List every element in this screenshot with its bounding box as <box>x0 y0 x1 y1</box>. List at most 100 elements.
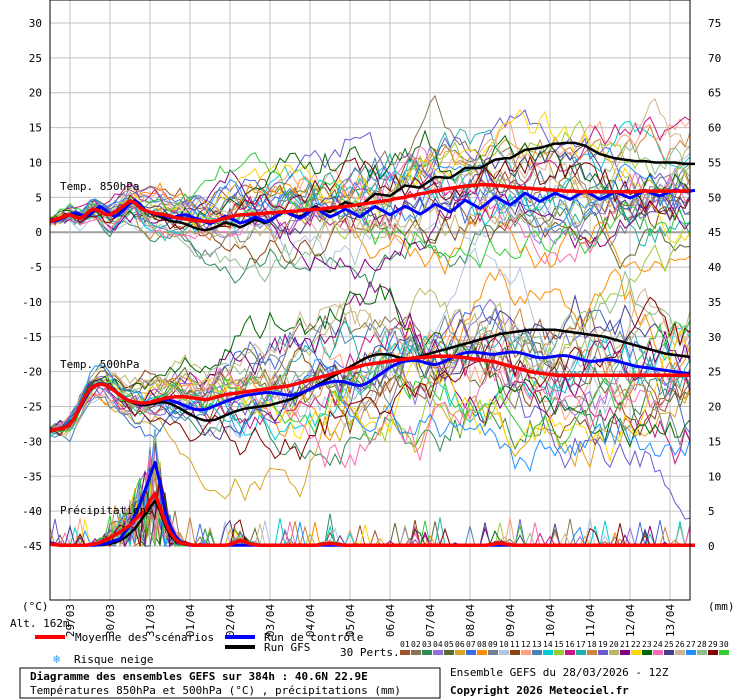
pert-legend-swatch <box>565 650 575 655</box>
left-tick-label: 10 <box>29 156 42 169</box>
pert-legend-id: 09 <box>488 640 498 649</box>
pert-t850-line <box>49 177 691 276</box>
left-axis-unit: (°C) <box>22 600 49 613</box>
pert-t500-line <box>49 287 691 434</box>
pert-legend-swatch <box>719 650 729 655</box>
pert-legend-id: 17 <box>576 640 586 649</box>
pert-t850-line <box>49 150 691 221</box>
x-tick-label: 04/04 <box>304 604 317 637</box>
perturbation-legend: 01 02 03 04 05 06 07 08 09 10 11 12 13 14 15 16 17 18 19 20… <box>400 640 729 655</box>
left-tick-label: -35 <box>22 470 42 483</box>
right-tick-label: 0 <box>708 540 715 553</box>
right-tick-label: 15 <box>708 435 721 448</box>
pert-legend-id: 20 <box>609 640 619 649</box>
pert-legend-swatch <box>631 650 641 655</box>
right-tick-label: 65 <box>708 87 721 100</box>
x-tick-label: 02/04 <box>224 604 237 637</box>
pert-legend-swatch <box>609 650 619 655</box>
pert-legend-id: 21 <box>620 640 630 649</box>
x-tick-label: 31/03 <box>144 604 157 637</box>
pert-legend-id: 04 <box>433 640 443 649</box>
pert-legend-swatch <box>466 650 476 655</box>
pert-legend-swatch <box>576 650 586 655</box>
pert-legend-id: 29 <box>708 640 718 649</box>
pert-legend-id: 10 <box>499 640 509 649</box>
right-tick-label: 20 <box>708 401 721 414</box>
pert-t850-line <box>49 165 691 229</box>
panel-label-t500: Temp. 500hPa <box>60 358 139 371</box>
pert-legend-id: 25 <box>664 640 674 649</box>
x-tick-label: 06/04 <box>384 604 397 637</box>
pert-legend-id: 06 <box>455 640 465 649</box>
pert-legend-id: 07 <box>466 640 476 649</box>
pert-legend-swatch <box>433 650 443 655</box>
pert-legend-swatch <box>587 650 597 655</box>
footer-title: Diagramme des ensembles GEFS sur 384h : … <box>30 670 368 683</box>
right-tick-label: 40 <box>708 261 721 274</box>
pert-legend-id: 05 <box>444 640 454 649</box>
x-tick-label: 07/04 <box>424 604 437 637</box>
left-tick-label: -40 <box>22 505 42 518</box>
pert-t500-line <box>49 320 691 443</box>
x-tick-label: 12/04 <box>624 604 637 637</box>
pert-legend-swatch <box>708 650 718 655</box>
pert-t500-line <box>49 293 691 441</box>
left-tick-label: -45 <box>22 540 42 553</box>
footer-box <box>19 667 441 699</box>
pert-legend-id: 13 <box>532 640 542 649</box>
right-tick-label: 30 <box>708 331 721 344</box>
pert-legend-id: 30 <box>719 640 729 649</box>
pert-legend-id: 19 <box>598 640 608 649</box>
pert-legend-id: 14 <box>543 640 553 649</box>
left-tick-label: 20 <box>29 87 42 100</box>
mean-t850-line <box>49 183 690 224</box>
pert-t500-line <box>49 389 691 502</box>
pert-legend-swatch <box>642 650 652 655</box>
pert-t500-line <box>49 296 691 461</box>
left-tick-label: 30 <box>29 17 42 30</box>
right-tick-label: 75 <box>708 17 721 30</box>
footer-run: Ensemble GEFS du 28/03/2026 - 12Z <box>450 666 669 679</box>
right-axis-unit: (mm) <box>708 600 735 613</box>
pert-legend-swatch <box>499 650 509 655</box>
altitude-label: Alt. 162m <box>10 617 70 630</box>
pert-legend-id: 02 <box>411 640 421 649</box>
pert-t850-line <box>49 143 691 283</box>
right-tick-label: 55 <box>708 156 721 169</box>
pert-legend-id: 23 <box>642 640 652 649</box>
right-tick-label: 25 <box>708 366 721 379</box>
mean-precip-line <box>49 491 695 548</box>
pert-legend-swatch <box>543 650 553 655</box>
pert-legend-swatch <box>444 650 454 655</box>
pert-legend-swatch <box>697 650 707 655</box>
x-tick-label: 05/04 <box>344 604 357 637</box>
x-tick-label: 03/04 <box>264 604 277 637</box>
pert-t850-line <box>49 128 691 247</box>
pert-legend-id: 27 <box>686 640 696 649</box>
pert-t500-line <box>49 329 691 463</box>
right-tick-label: 5 <box>708 505 715 518</box>
pert-legend-id: 26 <box>675 640 685 649</box>
pert-legend-id: 08 <box>477 640 487 649</box>
x-axis: 29/03 30/03 31/03 01/04 02/04 03/04 04/04 05/04… <box>64 604 677 637</box>
pert-legend-id: 11 <box>510 640 520 649</box>
pert-t850-line <box>49 120 691 240</box>
left-tick-label: 5 <box>35 191 42 204</box>
pert-legend-swatch <box>675 650 685 655</box>
right-tick-label: 35 <box>708 296 721 309</box>
pert-t850-line <box>49 165 691 280</box>
legend: Moyenne des scénarios Run de contrôle Ru… <box>35 631 729 666</box>
pert-legend-swatch <box>510 650 520 655</box>
left-axis: 30 25 20 15 10 5 0 -5 -10 -15 -20 -25 -30 -35 -40 -45 <box>22 17 42 553</box>
pert-legend-swatch <box>422 650 432 655</box>
pert-legend-swatch <box>400 650 410 655</box>
pert-t850-line <box>49 152 691 269</box>
left-tick-label: -15 <box>22 331 42 344</box>
panel-label-t850: Temp. 850hPa <box>60 180 139 193</box>
pert-legend-id: 03 <box>422 640 432 649</box>
x-tick-label: 13/04 <box>664 604 677 637</box>
pert-t500-line <box>49 319 691 465</box>
legend-control-label: Run de contrôle <box>264 631 363 644</box>
